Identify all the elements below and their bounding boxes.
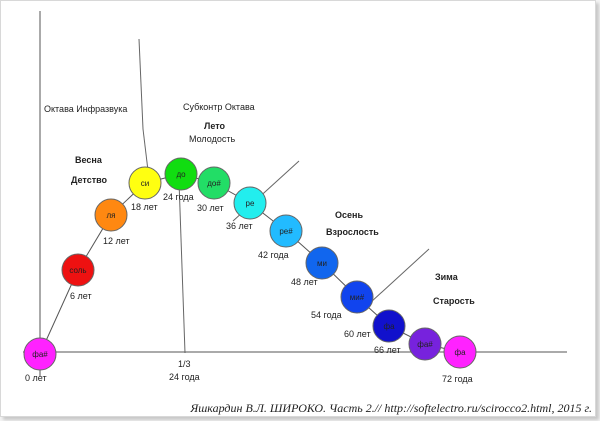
note-node: ре# 42 года xyxy=(258,214,303,260)
note-age-label: 54 года xyxy=(311,310,342,320)
note-age-label: 72 года xyxy=(442,374,473,384)
note-name-label: фа xyxy=(383,322,395,331)
note-node: ми# 54 года xyxy=(311,280,374,320)
note-node: до# 30 лет xyxy=(197,166,231,213)
note-age-label: 12 лет xyxy=(103,236,130,246)
note-circle xyxy=(305,246,339,280)
note-name-label: ля xyxy=(107,211,116,220)
note-name-label: фа# xyxy=(417,340,433,349)
note-node: фа 72 года xyxy=(442,335,477,384)
source-caption: Яшкардин В.Л. ШИРОКО. Часть 2.// http://… xyxy=(189,401,592,415)
note-age-label: 60 лет xyxy=(344,329,371,339)
note-age-label: 6 лет xyxy=(70,291,92,301)
note-circle xyxy=(233,186,267,220)
note-name-label: си xyxy=(141,179,149,188)
note-node: соль 6 лет xyxy=(61,253,95,301)
note-name-label: ре xyxy=(246,199,255,208)
third-marker-line xyxy=(178,180,186,354)
note-circle xyxy=(164,157,198,191)
note-age-label: 30 лет xyxy=(197,203,224,213)
summer-label: Лето xyxy=(204,121,225,131)
note-age-label: 48 лет xyxy=(291,277,318,287)
note-name-label: соль xyxy=(69,266,86,275)
note-circle xyxy=(443,335,477,369)
maturity-label: Взрослость xyxy=(326,227,379,237)
winter-label: Зима xyxy=(435,272,459,282)
note-circle xyxy=(128,166,162,200)
note-circle xyxy=(372,309,406,343)
note-age-label: 66 лет xyxy=(374,345,401,355)
third-age-label: 24 года xyxy=(169,372,200,382)
childhood-label: Детство xyxy=(71,175,108,185)
third-fraction-label: 1/3 xyxy=(178,359,191,369)
note-node: ля 12 лет xyxy=(94,198,130,246)
note-node: си 18 лет xyxy=(128,166,162,212)
note-circle xyxy=(269,214,303,248)
autumn-label: Осень xyxy=(335,210,363,220)
youth-label: Молодость xyxy=(189,134,235,144)
note-name-label: фа xyxy=(454,348,466,357)
octave-infrasound-label: Октава Инфразвука xyxy=(44,104,127,114)
note-age-label: 36 лет xyxy=(226,221,253,231)
note-circle xyxy=(340,280,374,314)
note-age-label: 0 лет xyxy=(25,373,47,383)
note-circle xyxy=(23,337,57,371)
note-circle xyxy=(408,327,442,361)
note-node: фа# 66 лет xyxy=(374,327,442,361)
note-name-label: ми# xyxy=(350,293,365,302)
note-name-label: фа# xyxy=(32,350,48,359)
note-name-label: ре# xyxy=(279,227,293,236)
note-node: ре 36 лет xyxy=(226,186,267,231)
note-circle xyxy=(94,198,128,232)
old-age-label: Старость xyxy=(433,296,475,306)
infrasound-divider-line xyxy=(138,38,144,130)
note-circle xyxy=(61,253,95,287)
note-age-label: 42 года xyxy=(258,250,289,260)
note-name-label: до# xyxy=(207,179,221,188)
notes-layer: фа# 0 лет соль 6 лет ля 12 лет си 18 лет до 24 го… xyxy=(23,157,477,384)
spring-label: Весна xyxy=(75,155,103,165)
note-node: ми 48 лет xyxy=(291,246,339,287)
note-name-label: до xyxy=(176,170,186,179)
note-node: до 24 года xyxy=(163,157,198,202)
note-node: фа 60 лет xyxy=(344,309,406,343)
suboctave-label: Субконтр Октава xyxy=(183,102,255,112)
note-circle xyxy=(197,166,231,200)
note-age-label: 24 года xyxy=(163,192,194,202)
note-node: фа# 0 лет xyxy=(23,337,57,383)
note-name-label: ми xyxy=(317,259,327,268)
note-age-label: 18 лет xyxy=(131,202,158,212)
